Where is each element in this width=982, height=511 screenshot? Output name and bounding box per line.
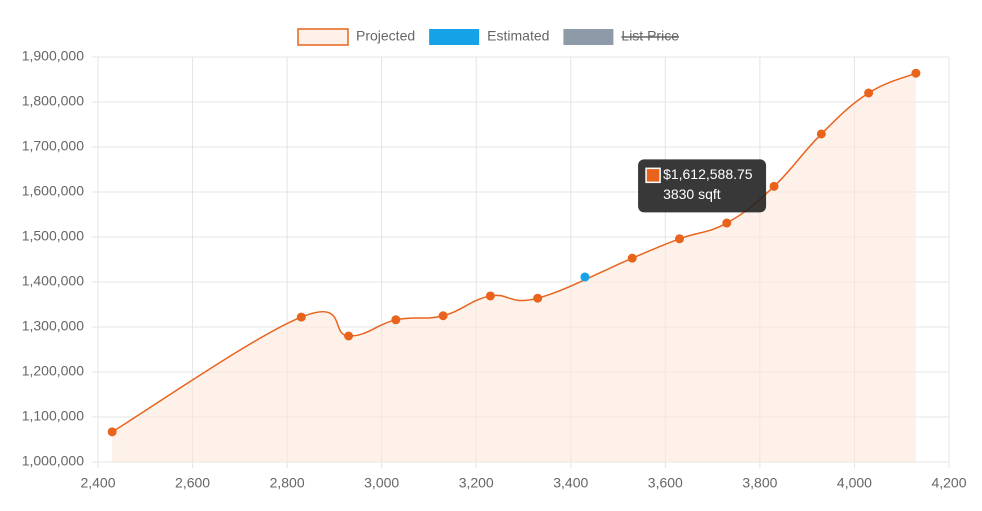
point (769, 181, 779, 191)
y-tick-label: 1,200,000 (22, 363, 84, 379)
y-tick-label: 1,500,000 (22, 228, 84, 244)
tooltip-value: $1,612,588.75 (663, 166, 753, 182)
x-tick-label: 3,600 (648, 475, 683, 491)
y-tick-label: 1,100,000 (22, 408, 84, 424)
legend-swatch[interactable] (297, 28, 349, 46)
legend-label[interactable]: Projected (356, 28, 415, 44)
point (438, 311, 448, 321)
point (296, 312, 306, 322)
point (864, 88, 874, 98)
point (911, 68, 921, 78)
point (344, 331, 354, 341)
point (107, 427, 117, 437)
point (816, 129, 826, 139)
x-tick-label: 3,400 (553, 475, 588, 491)
y-tick-label: 1,300,000 (22, 318, 84, 334)
x-tick-label: 4,200 (931, 475, 966, 491)
y-tick-label: 1,900,000 (22, 48, 84, 64)
x-tick-label: 3,200 (459, 475, 494, 491)
x-tick-label: 2,600 (175, 475, 210, 491)
y-tick-label: 1,600,000 (22, 183, 84, 199)
x-tick-label: 4,000 (837, 475, 872, 491)
y-tick-label: 1,800,000 (22, 93, 84, 109)
x-tick-label: 3,000 (364, 475, 399, 491)
y-tick-label: 1,000,000 (22, 453, 84, 469)
tooltip-detail: 3830 sqft (663, 186, 721, 202)
point (391, 315, 401, 325)
x-tick-label: 2,400 (80, 475, 115, 491)
legend-label[interactable]: Estimated (487, 28, 549, 44)
point (627, 253, 637, 263)
legend-swatch[interactable] (429, 29, 480, 45)
legend-label[interactable]: List Price (621, 28, 679, 44)
tooltip-swatch (645, 167, 661, 184)
point (485, 291, 495, 301)
tooltip (638, 159, 767, 213)
line (111, 72, 917, 433)
y-tick-label: 1,700,000 (22, 138, 84, 154)
legend-swatch[interactable] (563, 29, 614, 45)
point (533, 293, 543, 303)
x-tick-label: 3,800 (742, 475, 777, 491)
x-tick-label: 2,800 (270, 475, 305, 491)
area (112, 73, 916, 462)
point (580, 272, 590, 282)
y-tick-label: 1,400,000 (22, 273, 84, 289)
point (675, 234, 685, 244)
point (722, 218, 732, 228)
